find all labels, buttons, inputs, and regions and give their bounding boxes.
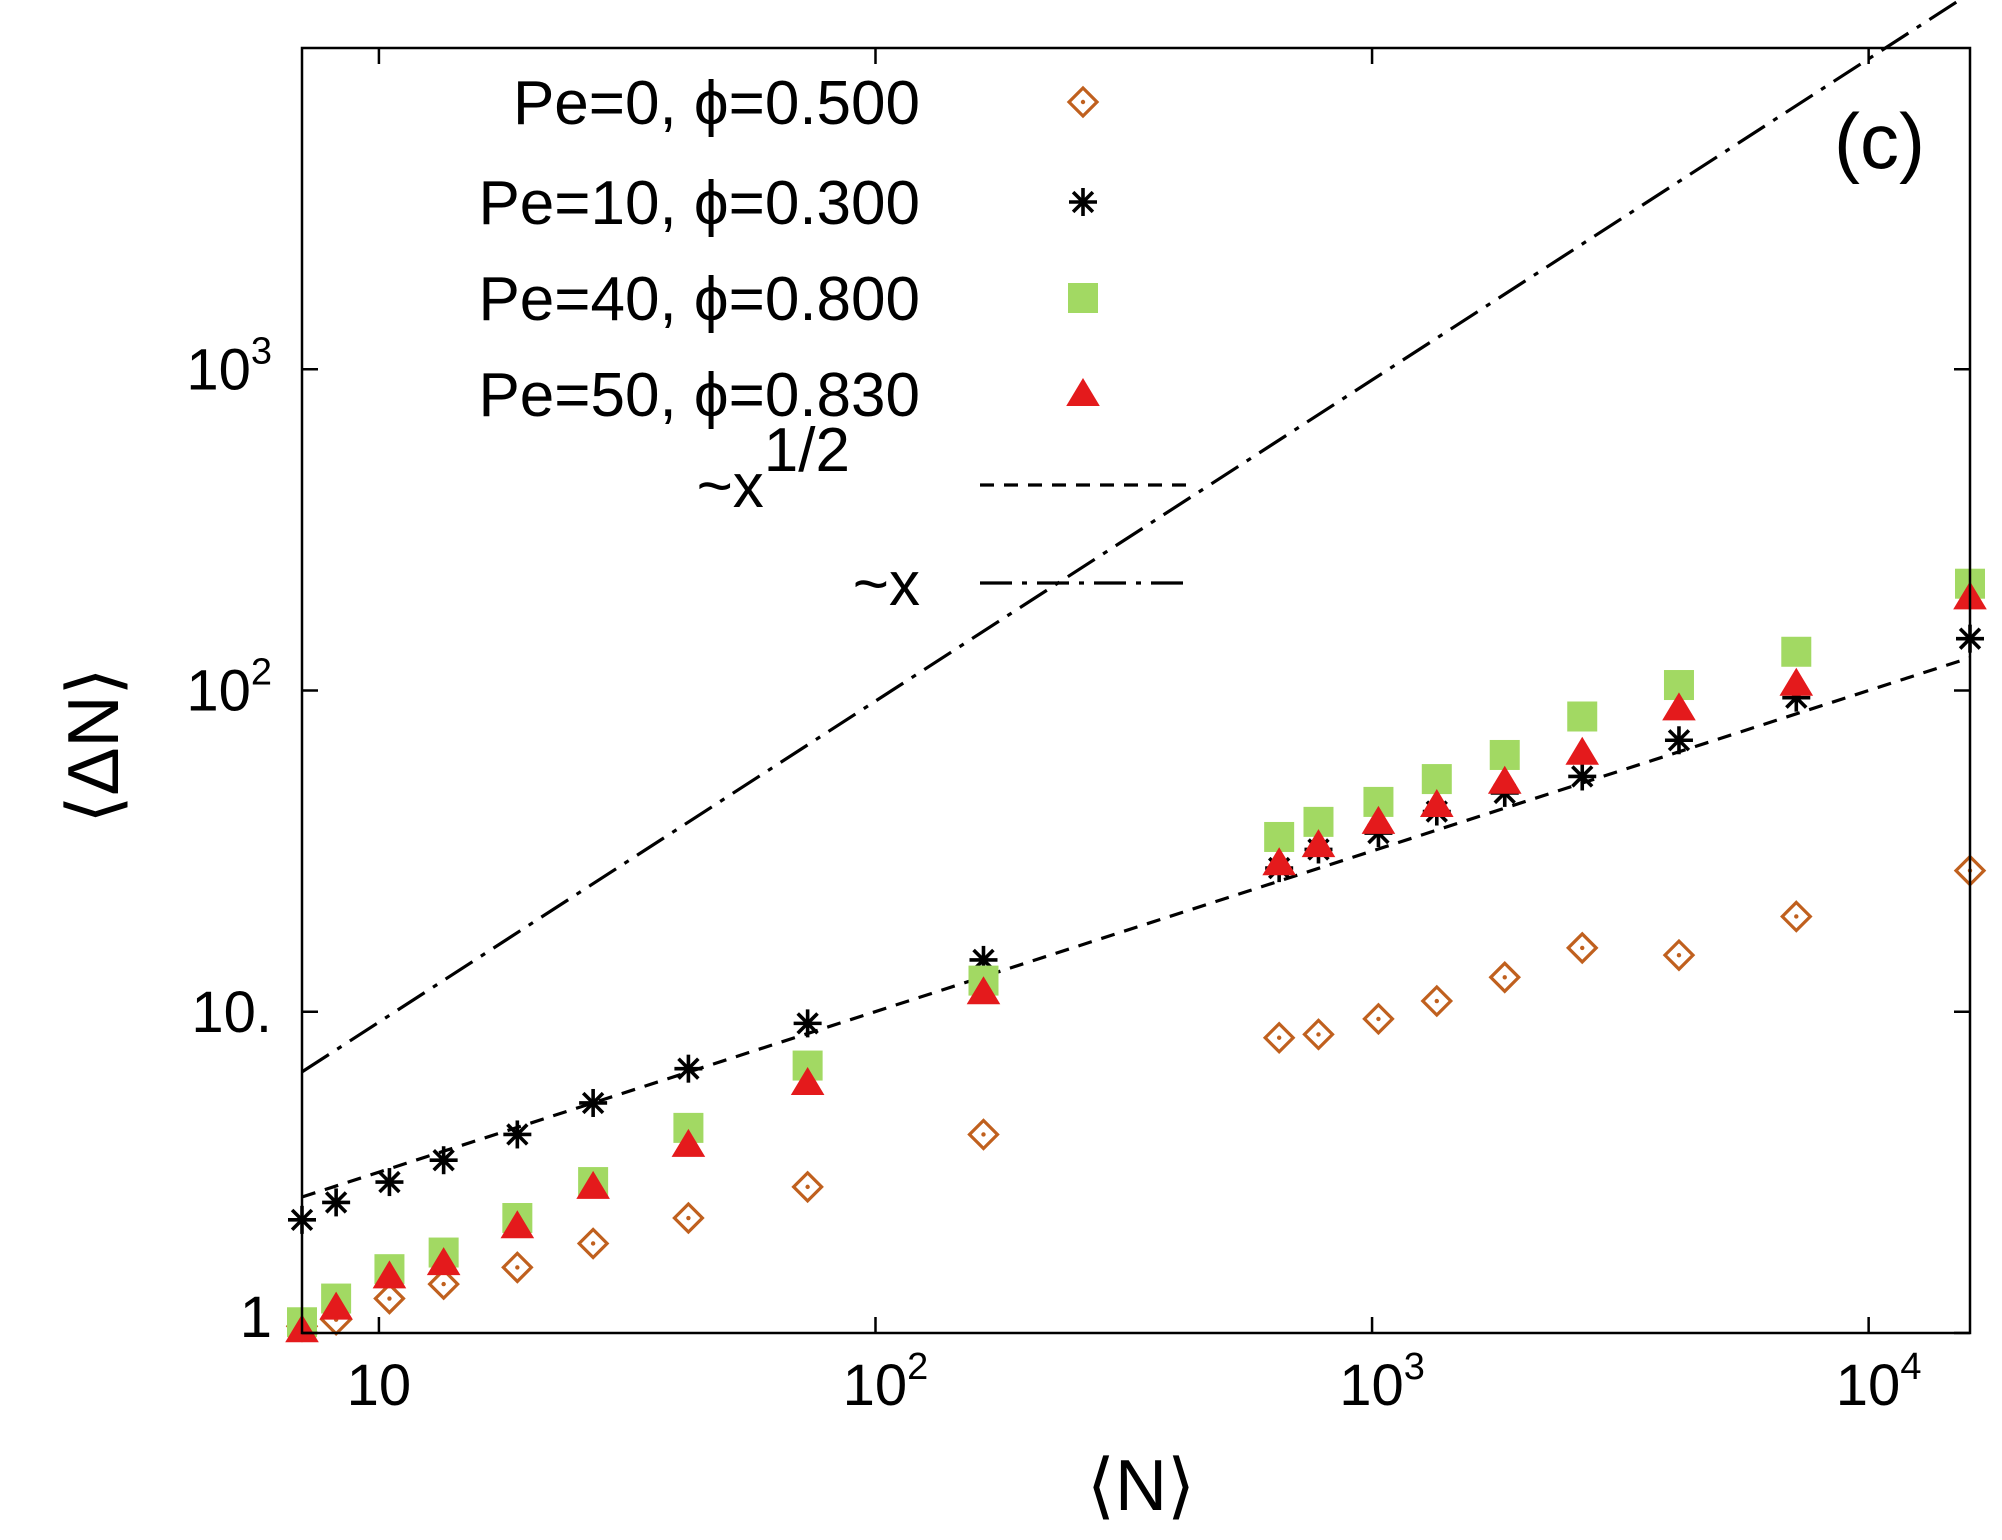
data-point (1488, 961, 1521, 994)
data-point (672, 1201, 705, 1235)
data-point (1779, 667, 1814, 696)
data-point (966, 976, 1001, 1005)
data-point (375, 1168, 404, 1197)
fit-line (301, 656, 1971, 1199)
data-point (1664, 726, 1693, 755)
data-point (1066, 85, 1100, 119)
data-point (322, 1188, 351, 1217)
fit-lines (301, 0, 1971, 1199)
y-tick-label: 10. (191, 980, 272, 1045)
legend-label: Pe=10, ϕ=0.300 (478, 169, 920, 238)
data-point (1420, 984, 1454, 1018)
data-point (793, 1009, 822, 1038)
data-point (1302, 1018, 1335, 1051)
data-point (674, 1054, 703, 1083)
data-point (1781, 636, 1812, 667)
legend-label: ~x (853, 550, 920, 619)
data-point (1567, 701, 1598, 732)
data-point (1362, 1002, 1395, 1036)
legend-label: Pe=50, ϕ=0.830 (478, 361, 920, 430)
data-point (1662, 692, 1696, 721)
panel-label: (c) (1834, 97, 1925, 185)
data-point (1419, 789, 1454, 818)
legend-label: Pe=0, ϕ=0.500 (513, 69, 920, 138)
data-point (671, 1128, 706, 1157)
axis-ticks (302, 48, 1970, 1335)
data-point (1262, 1021, 1296, 1055)
x-axis-title: ⟨N⟩ (1087, 1446, 1195, 1526)
data-point (1489, 739, 1520, 770)
data-point (427, 1267, 460, 1301)
x-tick-label: 104 (1836, 1346, 1922, 1418)
data-point (1301, 829, 1336, 858)
data-point (500, 1210, 535, 1239)
data-point (579, 1088, 608, 1117)
y-tick-label: 1 (240, 1285, 272, 1350)
data-point (1662, 938, 1696, 972)
tick-labels: 10 102 103 104 1 10. 102 103 (186, 330, 1921, 1418)
data-point (372, 1260, 407, 1289)
data-point (1066, 378, 1100, 406)
data-point (1568, 762, 1597, 791)
y-tick-label: 102 (186, 652, 272, 724)
legend-label: Pe=40, ϕ=0.800 (478, 265, 920, 334)
data-point (429, 1146, 458, 1175)
data-point (1069, 188, 1097, 216)
data-point (967, 1118, 1000, 1151)
fit-line (301, 0, 1963, 1074)
x-tick-label: 102 (843, 1346, 929, 1418)
data-point (576, 1170, 610, 1199)
data-point (1262, 847, 1296, 876)
x-tick-label: 10 (347, 1353, 412, 1418)
data-point (373, 1282, 406, 1315)
data-point (503, 1120, 532, 1149)
data-point (1565, 736, 1600, 765)
legend-label: ~x1/2 (697, 416, 850, 521)
data-point (1068, 283, 1098, 313)
data-point (426, 1247, 461, 1276)
legend: Pe=0, ϕ=0.500 Pe=10, ϕ=0.300 Pe=40, ϕ=0.80… (478, 69, 1190, 619)
data-point (1264, 821, 1295, 852)
data-point (576, 1227, 610, 1260)
x-tick-label: 103 (1339, 1346, 1425, 1418)
data-point (501, 1251, 534, 1284)
data-point (1780, 900, 1813, 933)
data-point (319, 1291, 353, 1320)
data-point (1361, 805, 1396, 834)
y-axis-title: ⟨ΔN⟩ (54, 667, 134, 823)
data-point (1487, 765, 1522, 794)
data-point (791, 1170, 824, 1204)
data-point (790, 1067, 825, 1096)
data-point (1565, 931, 1599, 965)
y-tick-label: 103 (186, 330, 272, 402)
